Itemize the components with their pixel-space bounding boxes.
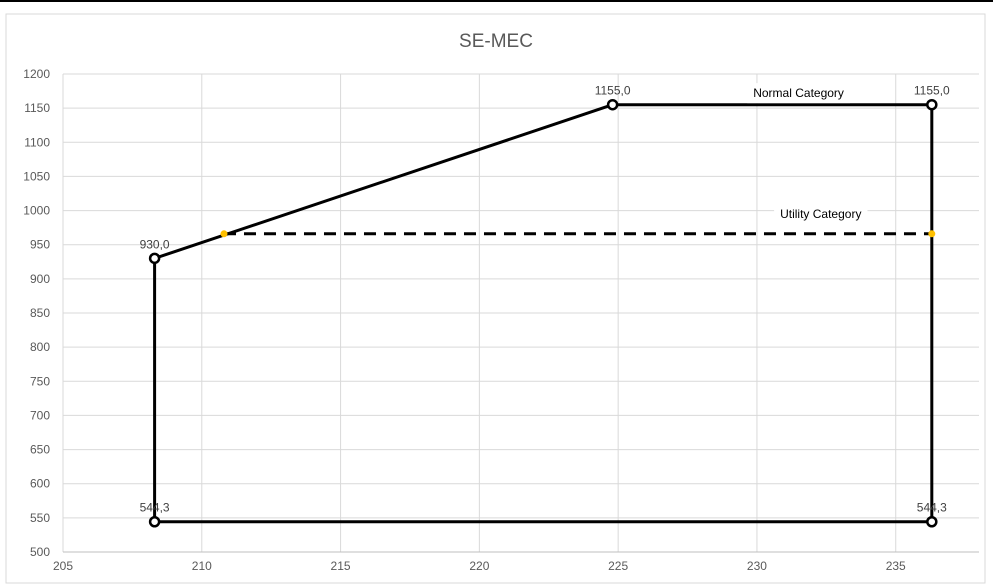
y-tick-label: 650 (30, 443, 50, 457)
data-point (148, 252, 161, 265)
data-point (926, 98, 938, 111)
data-label: 930,0 (140, 237, 170, 251)
data-point (220, 230, 228, 238)
series-line (153, 103, 934, 524)
annotation-label: Utility Category (780, 207, 861, 221)
y-tick-label: 750 (30, 374, 50, 388)
data-point (148, 515, 161, 528)
x-tick-label: 220 (469, 559, 489, 573)
y-tick-label: 600 (30, 477, 50, 491)
annotation-background (774, 203, 868, 224)
y-tick-label: 1200 (23, 67, 50, 81)
y-tick-label: 500 (30, 545, 50, 559)
y-tick-label: 950 (30, 238, 50, 252)
x-tick-label: 235 (886, 559, 906, 573)
y-tick-label: 850 (30, 306, 50, 320)
data-label: 544,3 (917, 501, 947, 515)
data-point (606, 98, 619, 111)
y-tick-label: 1150 (24, 101, 50, 115)
x-tick-label: 215 (331, 559, 351, 573)
data-point (928, 230, 936, 238)
annotation-label: Normal Category (753, 86, 844, 100)
data-label: 544,3 (140, 501, 170, 515)
annotation-background (747, 83, 850, 104)
y-tick-label: 1000 (23, 204, 50, 218)
data-label: 1155,0 (595, 84, 631, 98)
y-tick-label: 700 (30, 408, 50, 422)
data-point (926, 515, 938, 528)
y-tick-label: 800 (30, 340, 50, 354)
x-tick-label: 230 (747, 559, 767, 573)
x-tick-label: 225 (608, 559, 628, 573)
y-tick-label: 900 (30, 272, 50, 286)
chart-title: SE-MEC (459, 31, 533, 52)
y-tick-label: 550 (30, 511, 50, 525)
x-tick-label: 210 (192, 559, 212, 573)
chart-border (5, 13, 986, 584)
x-tick-label: 205 (53, 559, 73, 573)
data-label: 1155,0 (914, 84, 950, 98)
y-tick-label: 1100 (24, 135, 50, 149)
y-tick-label: 1050 (23, 169, 50, 183)
